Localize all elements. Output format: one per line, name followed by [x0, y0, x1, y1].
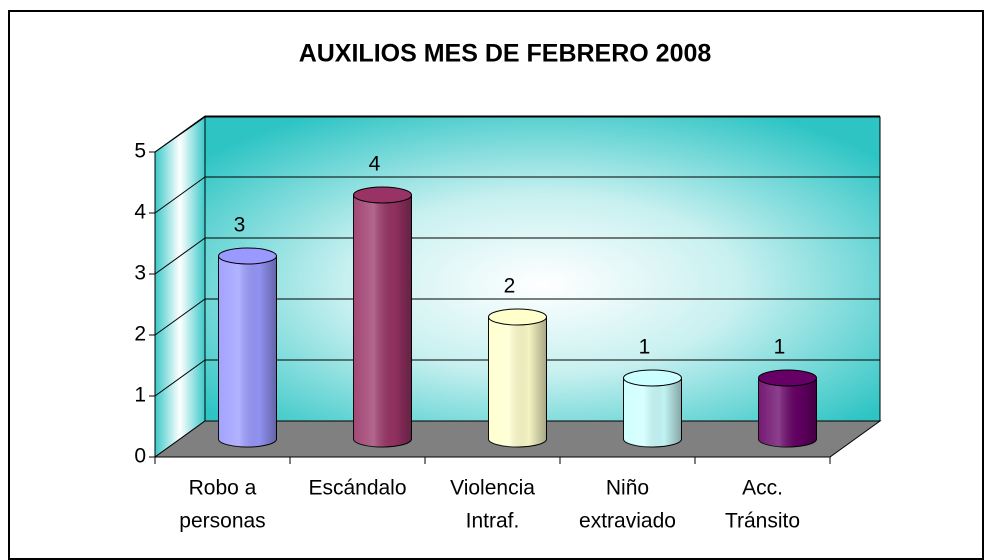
cylinder-shade [353, 195, 412, 447]
value-label: 1 [639, 336, 651, 359]
cylinder [353, 186, 412, 448]
x-tick-label: Intraf. [466, 510, 520, 533]
cylinder-shade [488, 317, 547, 447]
grid-line-side [154, 176, 206, 214]
cylinder-shade [218, 256, 277, 447]
x-tick-label: Acc. [742, 477, 783, 500]
value-label: 1 [774, 336, 786, 359]
value-label: 2 [504, 275, 516, 298]
grid-line-side [154, 298, 206, 336]
grid-line-side [154, 359, 206, 397]
cylinder-top [218, 247, 277, 265]
cylinder [758, 369, 817, 448]
cylinder-top [758, 369, 817, 387]
cylinder [623, 369, 682, 448]
value-label: 3 [234, 214, 246, 237]
x-tick-label: personas [179, 510, 265, 533]
cylinder-top [353, 186, 412, 204]
y-tick-label: 4 [134, 201, 146, 224]
x-tick-label: Robo a [189, 477, 257, 500]
x-tick-label: Tránsito [725, 510, 800, 533]
y-tick-label: 3 [134, 262, 146, 285]
cylinder [488, 308, 547, 448]
x-tick-label: Niño [606, 477, 649, 500]
y-tick-label: 5 [134, 140, 146, 163]
cylinder-top [623, 369, 682, 387]
grid-line-side [154, 237, 206, 275]
cylinder [218, 247, 277, 448]
x-tick-label: Escándalo [308, 477, 406, 500]
cylinder-shade [758, 378, 817, 447]
grid-line-side [154, 115, 206, 153]
cylinder-shade [623, 378, 682, 447]
value-label: 4 [369, 153, 381, 176]
y-tick-label: 0 [134, 445, 146, 468]
x-tick-label: Violencia [450, 477, 535, 500]
y-tick-label: 1 [134, 384, 146, 407]
y-tick-label: 2 [134, 323, 146, 346]
side-wall [154, 116, 206, 458]
chart-title: AUXILIOS MES DE FEBRERO 2008 [299, 40, 712, 68]
x-tick-label: extraviado [579, 510, 676, 533]
cylinder-top [488, 308, 547, 326]
